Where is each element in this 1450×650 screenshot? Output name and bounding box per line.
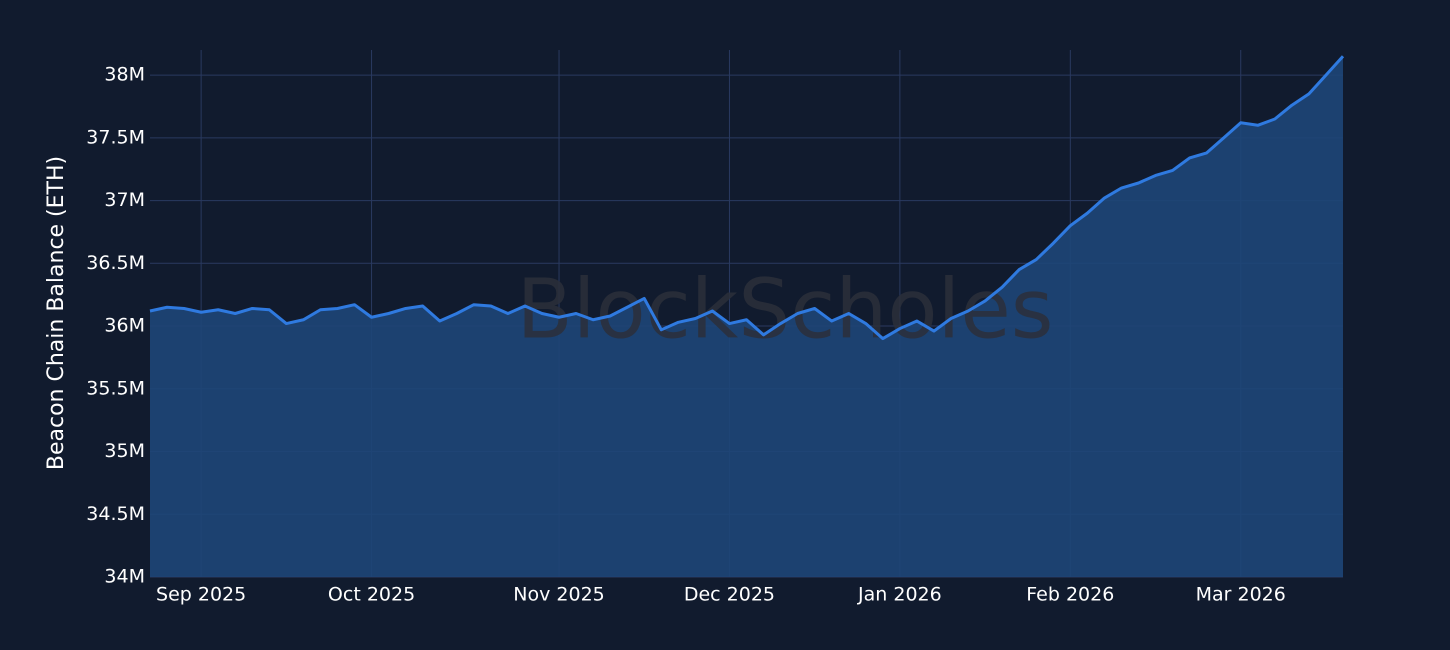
y-tick-label: 37.5M: [86, 126, 145, 148]
x-tick-label: Nov 2025: [513, 584, 604, 606]
x-tick-label: Dec 2025: [684, 584, 775, 606]
y-tick-label: 34.5M: [86, 503, 145, 525]
y-tick-label: 34M: [104, 566, 145, 588]
y-tick-label: 36.5M: [86, 252, 145, 274]
watermark: BlockScholes: [516, 262, 1053, 357]
x-tick-label: Feb 2026: [1026, 584, 1114, 606]
y-tick-label: 35.5M: [86, 377, 145, 399]
y-axis-label: Beacon Chain Balance (ETH): [44, 156, 69, 470]
area: [150, 56, 1343, 577]
y-tick-label: 35M: [104, 440, 145, 462]
y-tick-label: 37M: [104, 189, 145, 211]
y-tick-label: 38M: [104, 64, 145, 86]
x-tick-label: Jan 2026: [857, 584, 942, 606]
x-tick-label: Mar 2026: [1196, 584, 1286, 606]
x-tick-label: Sep 2025: [156, 584, 246, 606]
x-tick-label: Oct 2025: [328, 584, 415, 606]
line: [149, 55, 1345, 341]
y-tick-label: 36M: [104, 315, 145, 337]
